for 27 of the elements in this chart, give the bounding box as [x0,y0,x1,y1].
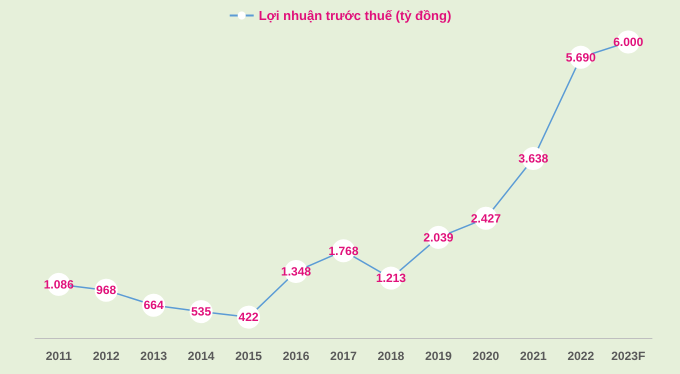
data-label: 422 [238,310,259,324]
legend-label: Lợi nhuận trước thuế (tỷ đồng) [258,8,452,23]
x-tick-label: 2022 [567,349,594,363]
x-tick-label: 2014 [188,349,215,363]
data-label: 1.348 [281,264,312,278]
x-tick-label: 2021 [520,349,548,363]
x-tick-label: 2020 [472,349,500,363]
x-tick-label: 2017 [330,349,358,363]
data-label: 5.690 [566,50,596,64]
x-tick-label: 2018 [378,349,405,363]
data-label: 1.768 [328,244,359,258]
data-label: 3.638 [518,152,549,166]
data-label: 664 [144,298,164,312]
x-tick-label: 2023F [611,349,646,363]
x-tick-label: 2012 [92,349,120,363]
data-label: 2.427 [470,211,502,226]
data-label: 535 [191,304,212,319]
x-tick-label: 2013 [140,349,168,363]
data-label: 1.213 [376,271,406,286]
x-tick-label: 2015 [235,349,262,363]
data-label: 6.000 [613,35,644,49]
x-tick-label: 2019 [425,349,452,363]
data-label: 2.039 [423,230,454,244]
data-label: 1.086 [44,277,74,292]
x-tick-label: 2016 [282,349,310,363]
x-tick-label: 2011 [46,349,72,363]
data-label: 968 [96,283,117,298]
